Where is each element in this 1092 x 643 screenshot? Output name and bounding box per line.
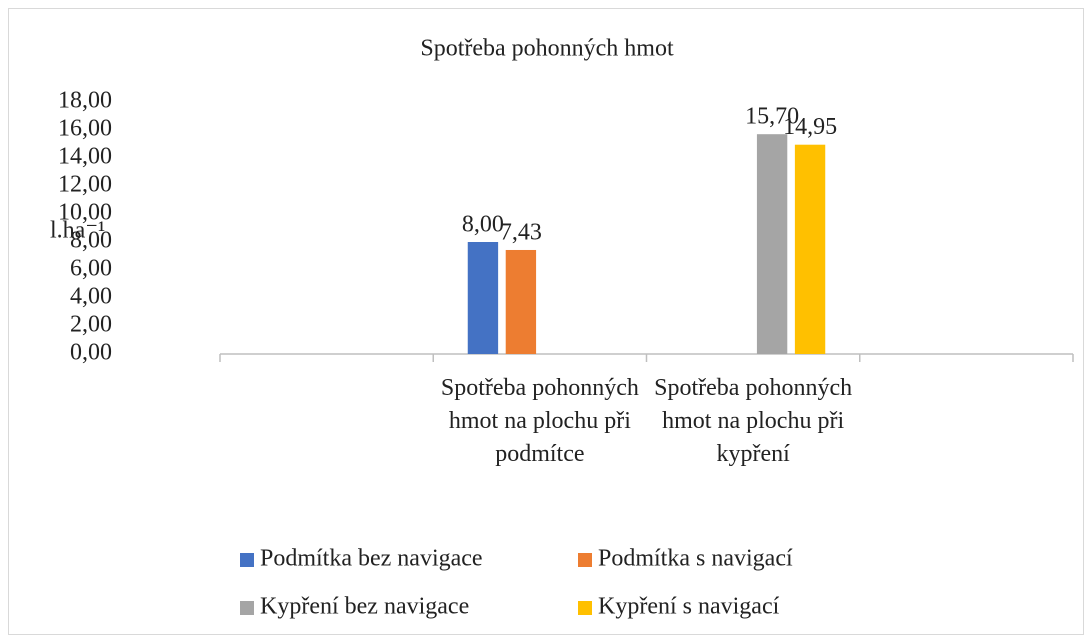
y-tick-label: 6,00 bbox=[70, 256, 112, 282]
chart-border bbox=[8, 8, 1084, 635]
chart-title: Spotřeba pohonných hmot bbox=[420, 36, 674, 62]
value-label: 7,43 bbox=[500, 219, 542, 245]
legend-swatch bbox=[578, 553, 592, 567]
y-tick-label: 10,00 bbox=[58, 200, 112, 226]
y-tick-label: 12,00 bbox=[58, 172, 112, 198]
y-tick-label: 4,00 bbox=[70, 284, 112, 310]
x-tick-label: Spotřeba pohonných hmot na plochu při ky… bbox=[654, 375, 853, 467]
bar bbox=[505, 249, 537, 354]
legend-swatch bbox=[578, 601, 592, 615]
y-tick-label: 0,00 bbox=[70, 340, 112, 366]
x-tick-label: Spotřeba pohonných hmot na plochu při po… bbox=[440, 375, 639, 467]
legend-label: Kypření bez navigace bbox=[260, 594, 469, 620]
legend-swatch bbox=[240, 553, 254, 567]
legend-swatch bbox=[240, 601, 254, 615]
y-axis-label: l.ha⁻¹ bbox=[50, 218, 105, 244]
y-tick-label: 2,00 bbox=[70, 312, 112, 338]
value-label: 15,70 bbox=[745, 104, 799, 130]
y-tick-label: 14,00 bbox=[58, 144, 112, 170]
legend-label: Podmítka s navigací bbox=[598, 546, 793, 572]
value-label: 14,95 bbox=[783, 114, 837, 140]
y-tick-label: 18,00 bbox=[58, 88, 112, 114]
value-label: 8,00 bbox=[462, 212, 504, 238]
legend-label: Podmítka bez navigace bbox=[260, 546, 483, 572]
y-tick-label: 8,00 bbox=[70, 228, 112, 254]
y-tick-label: 16,00 bbox=[58, 116, 112, 142]
legend-label: Kypření s navigací bbox=[598, 594, 780, 620]
bar bbox=[756, 134, 788, 354]
bar bbox=[467, 242, 499, 354]
bar bbox=[794, 144, 826, 354]
